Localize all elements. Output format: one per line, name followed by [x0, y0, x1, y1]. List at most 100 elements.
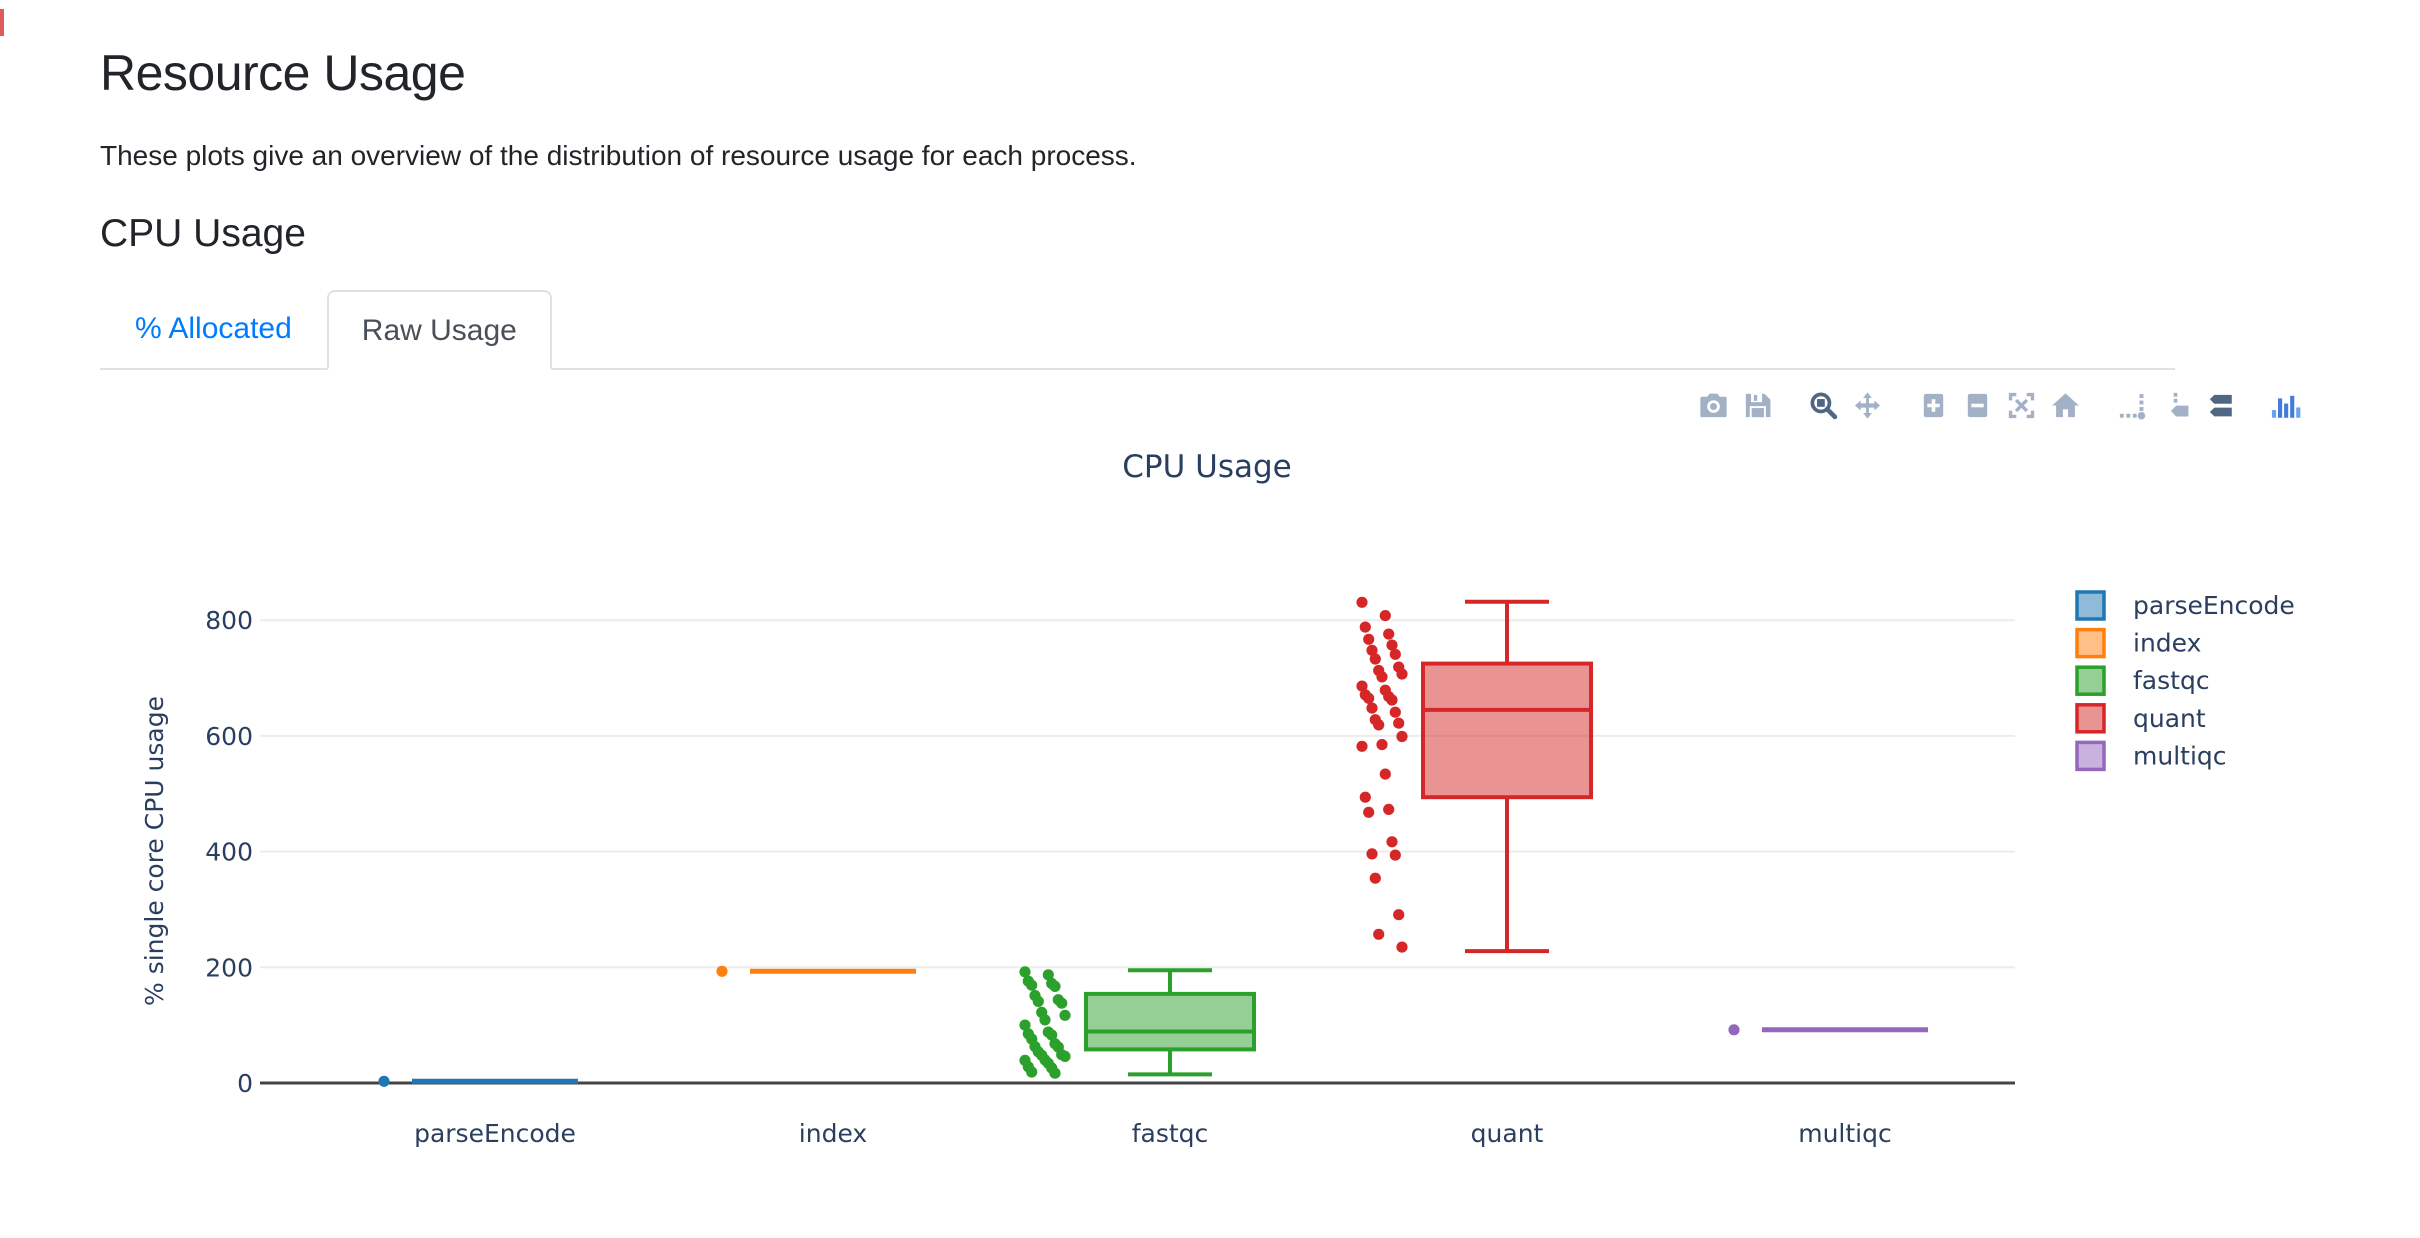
autoscale-icon[interactable] [2004, 388, 2038, 422]
data-point[interactable] [1393, 909, 1405, 921]
data-point[interactable] [378, 1075, 390, 1087]
data-point[interactable] [1396, 941, 1408, 953]
data-point[interactable] [1363, 633, 1375, 645]
legend-item-multiqc[interactable]: multiqc [2075, 740, 2227, 772]
legend-label: index [2133, 629, 2201, 658]
zoom-out-icon[interactable] [1960, 388, 1994, 422]
data-point[interactable] [1359, 791, 1371, 803]
spikelines-icon[interactable] [2114, 388, 2148, 422]
y-tick-label-400: 400 [205, 838, 253, 867]
legend-item-quant[interactable]: quant [2075, 703, 2206, 734]
legend-swatch [2075, 590, 2106, 621]
data-point[interactable] [1376, 739, 1388, 751]
x-tick-label-quant: quant [1471, 1119, 1544, 1148]
data-point[interactable] [1032, 995, 1044, 1008]
data-point[interactable] [1369, 653, 1381, 665]
hover-closest-icon[interactable] [2158, 388, 2192, 422]
data-point[interactable] [1366, 702, 1378, 714]
data-point[interactable] [1396, 730, 1408, 743]
y-axis-title: % single core CPU usage [140, 696, 169, 1006]
tab-raw-usage[interactable]: Raw Usage [326, 290, 552, 370]
data-point[interactable] [1386, 694, 1398, 706]
data-point[interactable] [1376, 671, 1388, 683]
data-point[interactable] [1369, 872, 1381, 884]
box-group-multiqc[interactable] [1728, 1024, 1928, 1036]
data-point[interactable] [1389, 648, 1401, 660]
legend-label: quant [2133, 704, 2206, 733]
plotly-logo-icon[interactable] [2268, 388, 2302, 422]
hover-compare-icon[interactable] [2202, 388, 2236, 422]
data-point[interactable] [1026, 979, 1038, 991]
data-point[interactable] [1056, 997, 1068, 1009]
data-point[interactable] [1359, 621, 1371, 633]
x-tick-label-multiqc: multiqc [1798, 1119, 1892, 1148]
data-point[interactable] [1363, 692, 1375, 704]
data-point[interactable] [1356, 680, 1368, 692]
legend-label: fastqc [2133, 666, 2210, 695]
data-point[interactable] [1383, 628, 1395, 640]
data-point[interactable] [1059, 1009, 1071, 1021]
pan-icon[interactable] [1850, 388, 1884, 422]
data-point[interactable] [1389, 849, 1401, 861]
data-point[interactable] [1356, 596, 1368, 608]
data-point[interactable] [1373, 928, 1385, 940]
page-title: Resource Usage [100, 45, 466, 101]
page-subtitle: These plots give an overview of the dist… [100, 140, 1137, 171]
data-point[interactable] [1396, 668, 1408, 680]
data-point[interactable] [1039, 1014, 1051, 1026]
data-point[interactable] [1019, 966, 1031, 978]
data-point[interactable] [1049, 980, 1061, 993]
data-point[interactable] [716, 965, 728, 977]
data-point[interactable] [1366, 644, 1378, 656]
cpu-usage-plot-svg[interactable]: 0 200 400 600 800 parseEncode index fastqc quant… [0, 420, 2420, 1238]
modebar-group [1906, 388, 2082, 422]
data-point[interactable] [1379, 610, 1391, 622]
modebar-group [2104, 388, 2236, 422]
data-point[interactable] [1059, 1050, 1071, 1062]
reset-axes-icon[interactable] [2048, 388, 2082, 422]
data-point[interactable] [1373, 719, 1385, 731]
legend-swatch [2075, 627, 2106, 659]
data-point[interactable] [1356, 740, 1368, 752]
left-edge-red-mark [0, 9, 4, 36]
legend-label: parseEncode [2133, 591, 2295, 620]
camera-icon[interactable] [1696, 388, 1730, 422]
zoom-icon[interactable] [1806, 388, 1840, 422]
data-point[interactable] [1042, 969, 1054, 981]
legend-item-fastqc[interactable]: fastqc [2075, 665, 2210, 696]
legend-item-index[interactable]: index [2075, 627, 2201, 659]
data-point[interactable] [1383, 803, 1395, 815]
data-point[interactable] [1363, 806, 1375, 818]
data-point[interactable] [1386, 836, 1398, 848]
box-group-parseEncode[interactable] [378, 1075, 578, 1087]
data-point[interactable] [1026, 1066, 1038, 1078]
section-title-cpu-usage: CPU Usage [100, 212, 306, 255]
legend-swatch [2075, 665, 2106, 696]
data-point[interactable] [1366, 848, 1378, 860]
legend-item-parseEncode[interactable]: parseEncode [2075, 590, 2295, 621]
tab-percent-allocated[interactable]: % Allocated [135, 312, 292, 345]
legend-swatch [2075, 703, 2106, 734]
box-group-index[interactable] [716, 965, 916, 977]
data-point[interactable] [1389, 706, 1401, 718]
y-tick-label-800: 800 [205, 606, 253, 635]
data-point[interactable] [1393, 717, 1405, 729]
data-point[interactable] [1049, 1067, 1061, 1079]
data-point[interactable] [1046, 1029, 1058, 1041]
save-icon[interactable] [1740, 388, 1774, 422]
box[interactable] [1421, 661, 1593, 800]
cpu-usage-tabbar: % Allocated Raw Usage [100, 288, 2175, 370]
data-point[interactable] [1019, 1019, 1031, 1031]
x-tick-label-parseEncode: parseEncode [414, 1119, 576, 1148]
box-group-quant[interactable] [1356, 596, 1593, 954]
box[interactable] [1084, 991, 1256, 1052]
box-group-fastqc[interactable] [1019, 966, 1256, 1079]
data-point[interactable] [1386, 639, 1398, 651]
zoom-in-icon[interactable] [1916, 388, 1950, 422]
data-point[interactable] [1379, 768, 1391, 780]
data-point[interactable] [1728, 1024, 1740, 1036]
modebar-group [1796, 388, 1884, 422]
plotly-modebar [1664, 388, 2302, 422]
y-tick-label-0: 0 [237, 1069, 253, 1098]
